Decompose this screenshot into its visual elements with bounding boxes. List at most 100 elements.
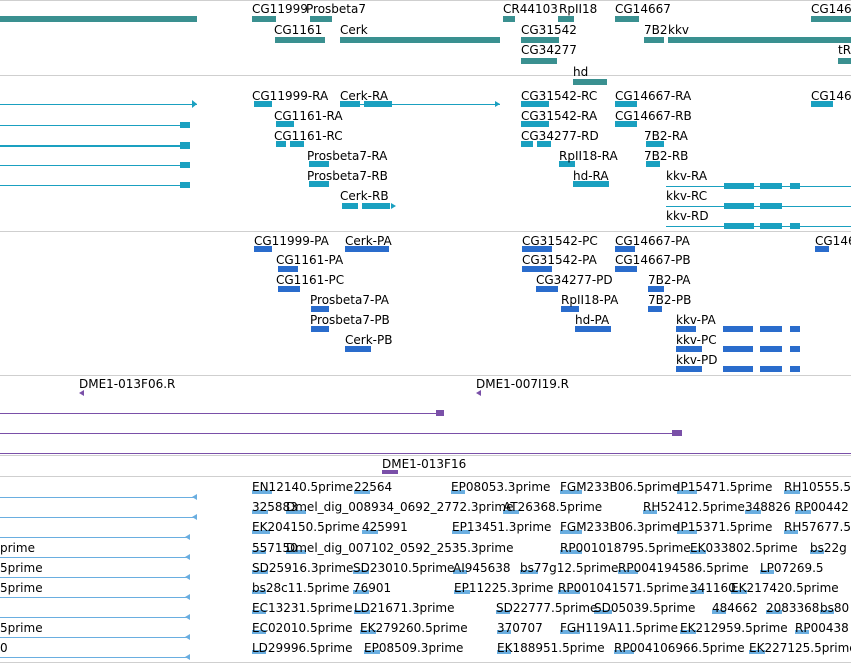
feature-label[interactable]: 7B2-RB	[644, 149, 689, 163]
feature-label[interactable]: SD25916.3prime	[252, 561, 354, 575]
feature-label[interactable]: RpII18	[559, 2, 598, 16]
est-glyph[interactable]	[252, 610, 266, 614]
est-glyph[interactable]	[690, 550, 706, 554]
est-glyph[interactable]	[745, 510, 761, 514]
intron-line[interactable]	[0, 104, 197, 105]
feature-label[interactable]: Cerk	[340, 23, 368, 37]
intron-line[interactable]	[0, 517, 197, 518]
feature-label[interactable]: EK188951.5prime	[497, 641, 605, 655]
est-glyph[interactable]	[560, 550, 582, 554]
exon-block[interactable]	[309, 161, 329, 167]
exon-block[interactable]	[382, 470, 398, 474]
feature-label[interactable]: kkv-PA	[676, 313, 716, 327]
gene-bar[interactable]	[615, 16, 639, 22]
feature-label[interactable]: EK212959.5prime	[680, 621, 788, 635]
feature-label[interactable]: Cerk-RB	[340, 189, 389, 203]
exon-block[interactable]	[362, 203, 390, 209]
intron-line[interactable]	[0, 433, 680, 434]
feature-label[interactable]: CG1161-RC	[274, 129, 343, 143]
est-glyph[interactable]	[453, 570, 467, 574]
feature-label[interactable]: Prosbeta7-PB	[310, 313, 390, 327]
exon-block[interactable]	[342, 203, 358, 209]
est-glyph[interactable]	[643, 510, 657, 514]
exon-block[interactable]	[309, 181, 329, 187]
feature-label[interactable]: CG14667	[615, 2, 671, 16]
exon-block[interactable]	[276, 121, 294, 127]
feature-label[interactable]: CG1161-PC	[276, 273, 345, 287]
feature-label[interactable]: RP004106966.5prime	[614, 641, 745, 655]
exon-block[interactable]	[811, 101, 833, 107]
est-glyph[interactable]	[520, 570, 538, 574]
est-glyph[interactable]	[749, 650, 765, 654]
intron-line[interactable]	[0, 577, 190, 578]
feature-label[interactable]: 76901	[353, 581, 392, 595]
est-glyph[interactable]	[496, 610, 510, 614]
est-glyph[interactable]	[353, 570, 369, 574]
strand-arrow[interactable]	[192, 514, 197, 520]
gene-bar[interactable]	[275, 37, 325, 43]
strand-arrow[interactable]	[185, 634, 190, 640]
est-glyph[interactable]	[286, 550, 306, 554]
feature-label[interactable]: LD29996.5prime	[252, 641, 353, 655]
intron-line[interactable]	[0, 146, 190, 147]
feature-label[interactable]: 22564	[354, 480, 393, 494]
feature-label[interactable]: CG31542-RC	[521, 89, 598, 103]
exon-block[interactable]	[290, 141, 304, 147]
exon-block[interactable]	[615, 121, 637, 127]
strand-arrow[interactable]	[185, 614, 190, 620]
est-glyph[interactable]	[618, 570, 638, 574]
feature-label[interactable]: CG146	[811, 89, 851, 103]
exon-block[interactable]	[760, 366, 782, 372]
feature-label[interactable]: EC02010.5prime	[252, 621, 353, 635]
est-glyph[interactable]	[766, 610, 782, 614]
est-glyph[interactable]	[614, 650, 634, 654]
exon-block[interactable]	[646, 141, 664, 147]
exon-block[interactable]	[559, 161, 575, 167]
intron-line[interactable]	[0, 537, 190, 538]
est-glyph[interactable]	[360, 630, 376, 634]
intron-line[interactable]	[0, 617, 190, 618]
exon-block[interactable]	[276, 141, 286, 147]
feature-label[interactable]: Prosbeta7	[306, 2, 366, 16]
feature-label[interactable]: tR	[838, 43, 851, 57]
feature-label[interactable]: bs77g12.5prime	[520, 561, 619, 575]
exon-block[interactable]	[676, 346, 702, 352]
feature-label[interactable]: 325883	[252, 500, 298, 514]
est-glyph[interactable]	[690, 590, 704, 594]
exon-block[interactable]	[311, 326, 329, 332]
feature-label[interactable]: RpII18-RA	[559, 149, 618, 163]
strand-arrow[interactable]	[192, 494, 197, 500]
feature-label[interactable]: Prosbeta7-PA	[310, 293, 389, 307]
feature-label[interactable]: bs28c11.5prime	[252, 581, 350, 595]
exon-block[interactable]	[345, 246, 389, 252]
exon-block[interactable]	[278, 266, 298, 272]
exon-block[interactable]	[615, 246, 635, 252]
feature-label[interactable]: RP00442	[795, 500, 849, 514]
est-glyph[interactable]	[252, 510, 268, 514]
feature-label[interactable]: kkv-RA	[666, 169, 708, 183]
intron-line[interactable]	[666, 186, 851, 187]
exon-block[interactable]	[790, 326, 800, 332]
feature-label[interactable]: Cerk-RA	[340, 89, 389, 103]
gene-bar[interactable]	[838, 58, 851, 64]
feature-label[interactable]: 5prime	[0, 621, 43, 635]
exon-block[interactable]	[723, 326, 753, 332]
feature-label[interactable]: bs80	[820, 601, 850, 615]
exon-block[interactable]	[615, 101, 637, 107]
feature-label[interactable]: kkv	[668, 23, 689, 37]
exon-block[interactable]	[790, 366, 800, 372]
est-glyph[interactable]	[364, 650, 380, 654]
exon-block[interactable]	[522, 246, 552, 252]
feature-label[interactable]: LD21671.3prime	[354, 601, 455, 615]
est-glyph[interactable]	[286, 510, 306, 514]
exon-block[interactable]	[522, 266, 552, 272]
est-glyph[interactable]	[452, 530, 470, 534]
gene-bar[interactable]	[310, 16, 332, 22]
feature-label[interactable]: FGM233B06.3prime	[560, 520, 680, 534]
est-glyph[interactable]	[784, 530, 798, 534]
est-glyph[interactable]	[731, 590, 747, 594]
feature-label[interactable]: 5prime	[0, 581, 43, 595]
exon-block[interactable]	[180, 143, 190, 149]
feature-label[interactable]: CG146	[811, 2, 851, 16]
exon-block[interactable]	[790, 223, 800, 229]
